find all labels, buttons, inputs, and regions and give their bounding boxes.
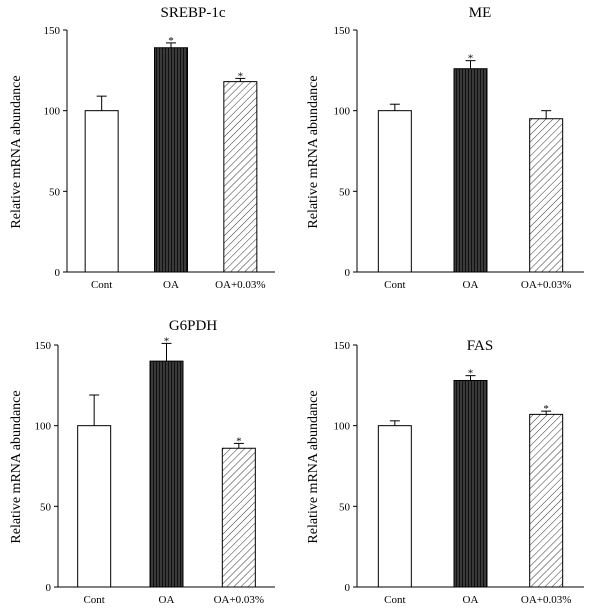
chart-title: ME xyxy=(469,5,492,21)
y-tick-label: 0 xyxy=(345,267,351,279)
significance-marker: * xyxy=(468,368,474,380)
panel-fas: FAS Relative mRNA abundance 0 50 100 150 Con… xyxy=(306,338,584,606)
y-tick-label: 100 xyxy=(44,106,61,118)
category-label: OA xyxy=(463,279,479,291)
plot-area: 0 50 100 150 Cont * OA * OA+0.03% xyxy=(35,335,275,606)
chart-title: SREBP-1c xyxy=(160,5,225,21)
panel-srebp-1c: SREBP-1c Relative mRNA abundance 0 50 100 1… xyxy=(9,5,275,291)
category-label: Cont xyxy=(384,279,405,291)
y-tick-label: 0 xyxy=(345,582,351,594)
significance-marker: * xyxy=(543,403,549,415)
category-label: Cont xyxy=(91,279,112,291)
category-label: OA+0.03% xyxy=(215,279,266,291)
panel-me: ME Relative mRNA abundance 0 50 100 150 Cont… xyxy=(306,5,584,291)
y-tick-label: 50 xyxy=(339,501,351,513)
y-tick-label: 150 xyxy=(44,25,61,37)
plot-area: 0 50 100 150 Cont * OA OA+0.03% xyxy=(334,25,584,291)
bar-oa xyxy=(154,47,188,273)
category-label: OA+0.03% xyxy=(521,594,572,606)
panel-g6pdh: G6PDH Relative mRNA abundance 0 50 100 150 C… xyxy=(9,318,275,606)
bar-cont xyxy=(77,425,112,588)
y-tick-label: 150 xyxy=(334,340,351,352)
significance-marker: * xyxy=(164,335,170,347)
bar-oa xyxy=(453,68,488,273)
plot-area: 0 50 100 150 Cont * OA * OA+0.03% xyxy=(44,25,275,291)
category-label: OA+0.03% xyxy=(521,279,572,291)
y-tick-label: 0 xyxy=(46,582,52,594)
bar-cont xyxy=(84,110,119,273)
bar-cont xyxy=(377,110,412,273)
y-tick-label: 100 xyxy=(35,421,52,433)
significance-marker: * xyxy=(168,35,174,47)
y-axis-label: Relative mRNA abundance xyxy=(306,390,321,543)
y-tick-label: 100 xyxy=(334,106,351,118)
chart-title: FAS xyxy=(467,338,493,354)
category-label: OA xyxy=(463,594,479,606)
category-label: Cont xyxy=(384,594,405,606)
significance-marker: * xyxy=(238,70,244,82)
bar-oa xyxy=(453,379,488,588)
chart-title: G6PDH xyxy=(169,318,218,334)
y-tick-label: 150 xyxy=(35,340,52,352)
bar-oa-003 xyxy=(529,413,564,588)
y-axis-label: Relative mRNA abundance xyxy=(9,75,24,228)
bar-cont xyxy=(377,425,412,588)
bar-oa-003 xyxy=(223,81,258,273)
bar-oa xyxy=(149,360,184,588)
y-tick-label: 0 xyxy=(55,267,61,279)
category-label: OA+0.03% xyxy=(214,594,265,606)
bar-oa-003 xyxy=(529,118,564,273)
plot-area: 0 50 100 150 Cont * OA * OA+0.03% xyxy=(334,340,584,606)
category-label: OA xyxy=(163,279,179,291)
y-tick-label: 50 xyxy=(49,186,61,198)
y-tick-label: 150 xyxy=(334,25,351,37)
y-tick-label: 50 xyxy=(339,186,351,198)
y-axis-label: Relative mRNA abundance xyxy=(9,390,24,543)
y-tick-label: 50 xyxy=(40,501,52,513)
category-label: OA xyxy=(159,594,175,606)
bar-oa-003 xyxy=(221,447,256,588)
y-axis-label: Relative mRNA abundance xyxy=(306,75,321,228)
significance-marker: * xyxy=(236,435,242,447)
category-label: Cont xyxy=(83,594,104,606)
significance-marker: * xyxy=(468,53,474,65)
y-tick-label: 100 xyxy=(334,421,351,433)
